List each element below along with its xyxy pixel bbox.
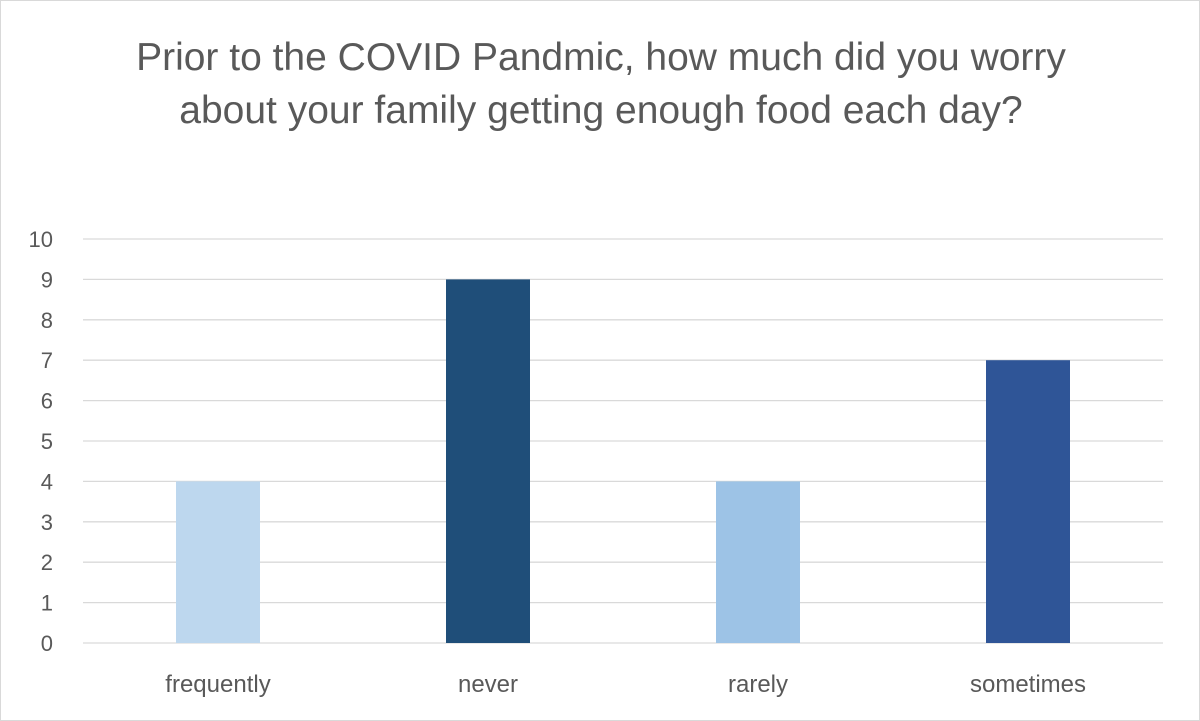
y-tick-label-7: 7 [41, 348, 53, 373]
y-tick-label-1: 1 [41, 591, 53, 616]
y-tick-label-6: 6 [41, 389, 53, 414]
bar-rarely [716, 481, 800, 643]
x-category-label-sometimes: sometimes [970, 671, 1086, 698]
y-tick-label-5: 5 [41, 429, 53, 454]
y-tick-label-4: 4 [41, 469, 53, 494]
y-tick-label-9: 9 [41, 267, 53, 292]
y-tick-label-3: 3 [41, 510, 53, 535]
x-category-label-frequently: frequently [165, 671, 270, 698]
y-tick-label-8: 8 [41, 308, 53, 333]
y-tick-label-2: 2 [41, 550, 53, 575]
x-category-label-never: never [458, 671, 518, 698]
y-tick-label-10: 10 [29, 227, 53, 252]
bar-never [446, 279, 530, 643]
chart-title: Prior to the COVID Pandmic, how much did… [136, 36, 1066, 132]
x-category-label-rarely: rarely [728, 671, 788, 698]
bar-sometimes [986, 360, 1070, 643]
bar-frequently [176, 481, 260, 643]
y-tick-label-0: 0 [41, 631, 53, 656]
